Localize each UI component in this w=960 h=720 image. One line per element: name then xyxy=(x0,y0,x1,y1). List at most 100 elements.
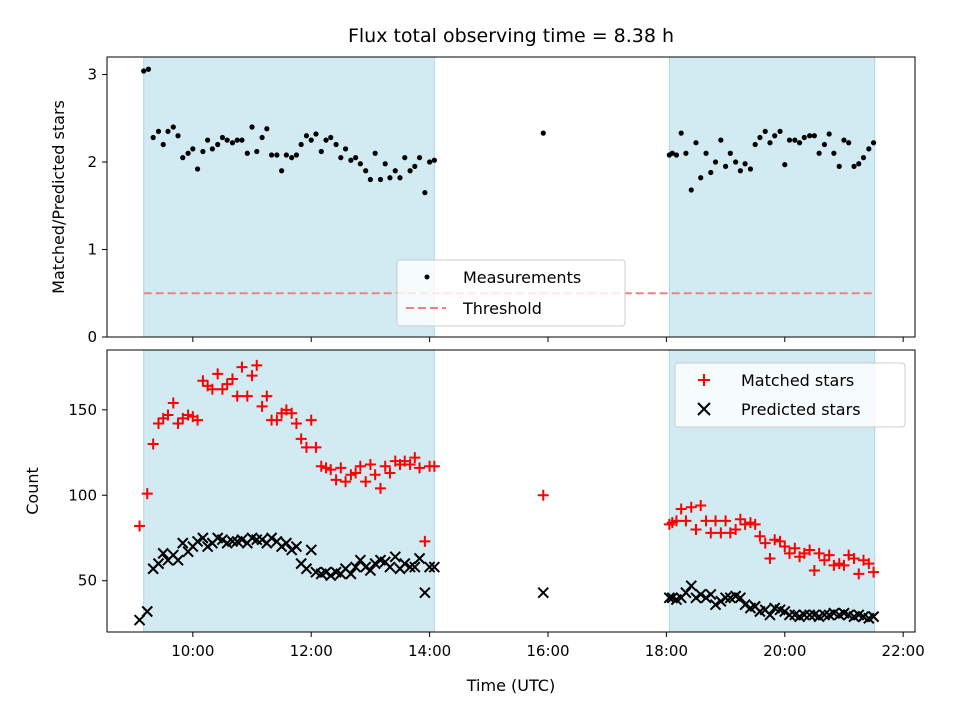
matched-star-point xyxy=(868,566,880,578)
matched-star-point xyxy=(804,544,816,556)
matched-star-point xyxy=(715,527,727,539)
observing-window xyxy=(143,56,435,338)
matched-star-point xyxy=(828,559,840,571)
top-legend-box xyxy=(396,259,626,327)
measurement-point xyxy=(762,128,768,134)
chart-title: Flux total observing time = 8.38 h xyxy=(348,25,674,47)
legend-matched-label: Matched stars xyxy=(741,371,854,390)
predicted-star-point xyxy=(409,561,421,573)
bottom-y-ticks: 50 100 150 xyxy=(68,401,107,590)
measurement-point xyxy=(289,155,295,161)
measurement-point xyxy=(363,168,369,174)
predicted-star-point xyxy=(141,605,153,618)
x-tick-label: 12:00 xyxy=(290,642,333,660)
predicted-star-point xyxy=(705,588,717,601)
measurement-point xyxy=(757,134,763,141)
matched-star-point xyxy=(226,373,238,385)
measurement-point xyxy=(215,141,221,148)
matched-star-point xyxy=(739,518,751,530)
matched-star-point xyxy=(354,460,366,472)
matched-star-point xyxy=(720,515,732,527)
matched-star-point xyxy=(379,460,391,472)
bottom-legend: Matched stars Predicted stars xyxy=(674,362,906,428)
y-tick-label: 100 xyxy=(68,486,97,504)
predicted-star-point xyxy=(719,592,732,604)
measurement-point xyxy=(338,155,344,161)
matched-star-point xyxy=(271,414,283,426)
predicted-star-point xyxy=(739,598,751,611)
predicted-star-point xyxy=(413,552,426,565)
matched-star-point xyxy=(221,378,233,390)
matched-star-point xyxy=(823,549,835,561)
matched-star-point xyxy=(774,535,786,547)
measurement-point xyxy=(427,159,433,165)
count-panel: 10:00 12:00 14:00 16:00 18:00 20:00 22:00 50 10… xyxy=(23,349,925,660)
bottom-plot-frame xyxy=(106,349,916,633)
measurement-point xyxy=(283,152,289,158)
matched-star-point xyxy=(818,554,830,566)
measurement-point xyxy=(323,137,329,143)
measurement-point xyxy=(841,137,847,143)
matched-star-point xyxy=(256,400,268,412)
predicted-star-point xyxy=(423,561,436,573)
measurement-point xyxy=(205,137,211,143)
measurement-point xyxy=(264,126,270,132)
matched-star-point xyxy=(236,361,248,373)
matched-star-point xyxy=(779,541,791,553)
predicted-star-point xyxy=(695,588,707,601)
measurement-point xyxy=(678,130,684,136)
measurement-point xyxy=(821,141,828,148)
matched-star-point xyxy=(695,500,707,512)
measurement-point xyxy=(752,141,758,148)
matched-star-point xyxy=(261,390,273,402)
predicted-star-point xyxy=(226,535,239,548)
measurement-point xyxy=(708,169,714,176)
y-tick-label: 3 xyxy=(87,66,97,84)
matched-star-points xyxy=(134,359,880,580)
matched-star-point xyxy=(286,407,298,419)
x-tick-label: 16:00 xyxy=(526,642,569,660)
measurement-point xyxy=(170,124,176,130)
top-y-axis-label: Matched/Predicted stars xyxy=(49,100,68,294)
matched-star-point xyxy=(330,474,342,486)
matched-star-point xyxy=(789,542,801,554)
predicted-star-point xyxy=(345,568,357,580)
measurement-point xyxy=(703,150,709,156)
predicted-star-point xyxy=(537,586,549,599)
matched-star-point xyxy=(167,397,179,409)
matched-star-point xyxy=(182,409,194,421)
matched-star-point xyxy=(216,383,228,395)
x-tick-label: 22:00 xyxy=(882,642,925,660)
measurement-point xyxy=(160,141,166,148)
matched-star-point xyxy=(212,368,224,380)
top-legend: Measurements Threshold xyxy=(396,259,626,327)
matched-star-point xyxy=(710,515,722,527)
predicted-star-point xyxy=(157,547,169,560)
measurement-point xyxy=(683,150,689,156)
matched-star-point xyxy=(335,462,347,474)
matched-star-point xyxy=(350,467,362,479)
predicted-star-point xyxy=(419,586,431,599)
predicted-star-point xyxy=(803,609,816,621)
matched-star-point xyxy=(685,501,697,513)
measurement-point xyxy=(279,168,285,174)
y-tick-label: 2 xyxy=(87,153,97,171)
measurement-point xyxy=(165,128,171,134)
measurement-point xyxy=(737,168,743,174)
matched-star-point xyxy=(162,409,174,421)
predicted-star-point xyxy=(709,598,722,611)
predicted-star-point xyxy=(685,580,697,592)
predicted-star-point xyxy=(290,540,303,553)
predicted-star-point xyxy=(177,537,189,549)
measurement-point xyxy=(786,137,793,143)
predicted-star-point xyxy=(349,561,362,573)
predicted-star-point xyxy=(734,592,747,604)
measurement-point xyxy=(155,128,162,134)
matched-star-point xyxy=(744,517,756,529)
measurement-point xyxy=(767,140,773,146)
measurement-point xyxy=(811,133,817,139)
measurement-point xyxy=(733,159,739,165)
measurement-point xyxy=(392,168,398,174)
measurement-point xyxy=(254,148,260,155)
measurement-point xyxy=(328,134,334,141)
